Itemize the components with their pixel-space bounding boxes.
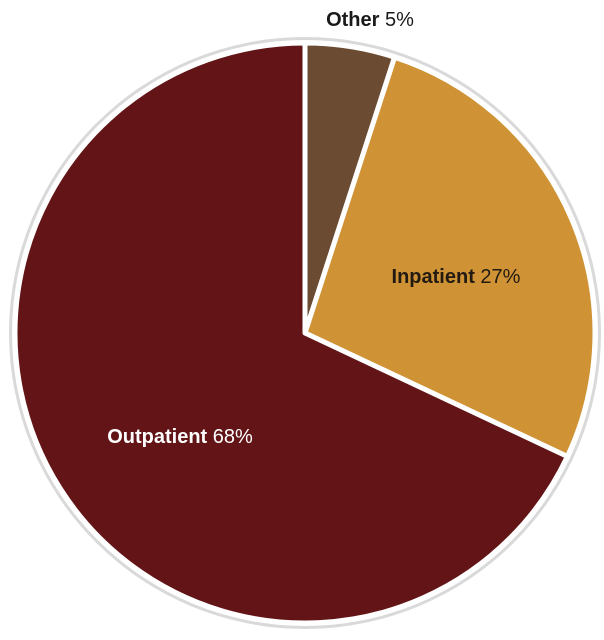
pie-slices (12, 40, 598, 626)
pie-label-name-inpatient: Inpatient (392, 266, 476, 288)
pie-label-name-outpatient: Outpatient (107, 426, 207, 448)
pie-label-inpatient: Inpatient 27% (392, 266, 521, 288)
pie-slice-outpatient (12, 40, 570, 626)
pie-label-value-outpatient: 68% (207, 426, 253, 448)
pie-label-value-other: 5% (379, 9, 414, 31)
pie-label-value-inpatient: 27% (475, 266, 521, 288)
pie-slice-inpatient (302, 54, 598, 459)
pie-labels: Other 5% Inpatient 27% Outpatient 68% (107, 9, 520, 448)
pie-label-other: Other 5% (326, 9, 414, 31)
pie-label-name-other: Other (326, 9, 380, 31)
pie-label-outpatient: Outpatient 68% (107, 426, 253, 448)
